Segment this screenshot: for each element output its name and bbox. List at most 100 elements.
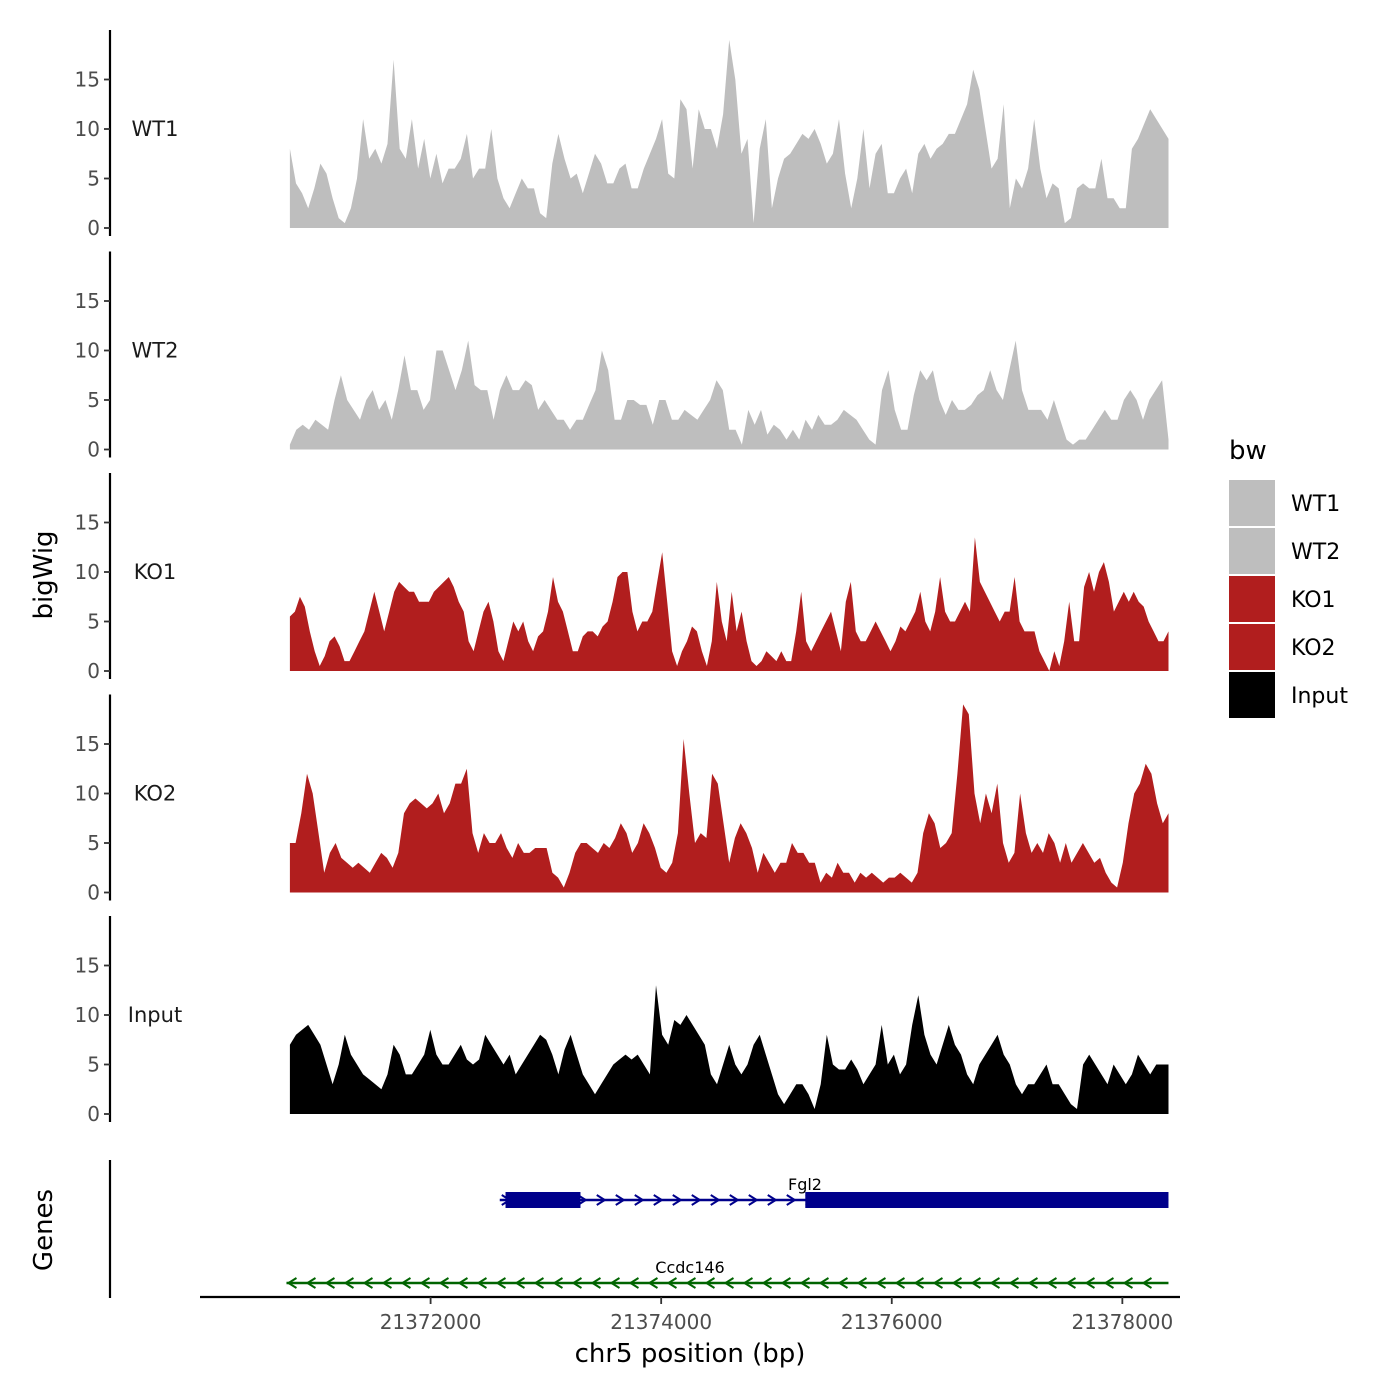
strand-arrow <box>685 1277 697 1289</box>
y-tick-label: 0 <box>87 216 100 240</box>
strand-arrow <box>894 1277 906 1289</box>
strand-arrow <box>381 1277 393 1289</box>
gene-exon <box>505 1192 581 1208</box>
coverage-area-wt2 <box>289 340 1169 450</box>
track-wt1: 0 5 10 15 WT1 <box>75 30 1169 240</box>
strand-arrow <box>1008 1277 1019 1289</box>
x-tick-label: 21378000 <box>1071 1310 1173 1334</box>
y-tick-label: 5 <box>87 610 100 634</box>
strand-arrow <box>818 1277 830 1289</box>
track-label: KO2 <box>134 782 177 806</box>
track-ko2: 0 5 10 15 KO2 <box>75 694 1169 905</box>
strand-arrow <box>704 1277 716 1289</box>
x-tick-label: 21374000 <box>610 1310 712 1334</box>
x-axis-title: chr5 position (bp) <box>575 1339 806 1369</box>
strand-arrow <box>514 1277 526 1289</box>
y-tick-label: 10 <box>75 560 100 584</box>
strand-arrow <box>457 1277 469 1289</box>
track-input: 0 5 10 15 Input <box>75 916 1169 1126</box>
x-axis: 21372000 21374000 21376000 21378000 <box>200 1295 1180 1334</box>
legend-swatch-input <box>1229 672 1275 718</box>
y-tick-label: 0 <box>87 438 100 462</box>
strand-arrow <box>552 1277 564 1289</box>
y-tick-label: 10 <box>75 117 100 141</box>
strand-arrow <box>932 1277 944 1289</box>
track-label: WT1 <box>132 117 179 141</box>
strand-arrow <box>495 1277 507 1289</box>
legend: bw WT1 WT2 KO1 KO2 Input <box>1229 436 1348 718</box>
strand-arrow <box>666 1277 678 1289</box>
track-label: WT2 <box>132 339 179 363</box>
coverage-area-ko2 <box>289 704 1169 893</box>
strand-arrow <box>786 1194 797 1206</box>
strand-arrow <box>1122 1277 1133 1289</box>
strand-arrow <box>723 1277 735 1289</box>
strand-arrow <box>780 1277 792 1289</box>
strand-arrow <box>596 1194 607 1206</box>
y-tick-label: 0 <box>87 659 100 683</box>
strand-arrow <box>1027 1277 1038 1289</box>
gene-fgl2: Fgl2 <box>499 1175 1169 1208</box>
track-label: Input <box>128 1003 182 1027</box>
strand-arrow <box>672 1194 683 1206</box>
coverage-area-ko1 <box>289 537 1169 671</box>
strand-arrow <box>476 1277 488 1289</box>
coverage-area-input <box>289 985 1169 1114</box>
strand-arrow <box>710 1194 721 1206</box>
strand-arrow <box>324 1277 336 1289</box>
legend-swatch-ko2 <box>1229 624 1275 670</box>
y-tick-label: 10 <box>75 1003 100 1027</box>
gene-exon <box>805 1192 1169 1208</box>
legend-label-wt2: WT2 <box>1291 540 1340 565</box>
y-tick-label: 10 <box>75 339 100 363</box>
strand-arrow <box>571 1277 583 1289</box>
legend-label-ko2: KO2 <box>1291 636 1336 661</box>
y-tick-label: 0 <box>87 1102 100 1126</box>
strand-arrow <box>856 1277 868 1289</box>
strand-arrow <box>628 1277 640 1289</box>
strand-arrow <box>951 1277 963 1289</box>
coverage-tracks: 0 5 10 15 WT1 0 5 10 15 WT2 0 5 10 15 KO1 0 5 10 15 KO2 0 5 10… <box>75 30 1169 1126</box>
strand-arrow <box>343 1277 355 1289</box>
y-tick-label: 15 <box>75 954 100 978</box>
legend-swatch-ko1 <box>1229 576 1275 622</box>
x-tick-label: 21376000 <box>841 1310 943 1334</box>
strand-arrow <box>533 1277 545 1289</box>
y-tick-label: 0 <box>87 881 100 905</box>
y-tick-label: 5 <box>87 388 100 412</box>
strand-arrow <box>362 1277 374 1289</box>
legend-label-input: Input <box>1291 684 1348 709</box>
gene-label: Ccdc146 <box>655 1258 724 1277</box>
legend-swatch-wt1 <box>1229 480 1275 526</box>
y-tick-label: 5 <box>87 831 100 855</box>
strand-arrow <box>989 1277 1001 1289</box>
y-tick-label: 15 <box>75 732 100 756</box>
strand-arrow <box>913 1277 925 1289</box>
legend-title: bw <box>1229 436 1267 466</box>
strand-arrow <box>748 1194 759 1206</box>
legend-swatch-wt2 <box>1229 528 1275 574</box>
strand-arrow <box>305 1277 317 1289</box>
genes-panel: Fgl2 Ccdc146 <box>108 1160 1169 1298</box>
strand-arrow <box>634 1194 645 1206</box>
track-label: KO1 <box>134 560 177 584</box>
strand-arrow <box>767 1194 778 1206</box>
strand-arrow <box>761 1277 773 1289</box>
gene-label: Fgl2 <box>788 1175 822 1194</box>
y-tick-label: 15 <box>75 289 100 313</box>
x-tick-label: 21372000 <box>380 1310 482 1334</box>
track-wt2: 0 5 10 15 WT2 <box>75 251 1169 462</box>
strand-arrow <box>729 1194 740 1206</box>
strand-arrow <box>691 1194 702 1206</box>
strand-arrow <box>653 1194 664 1206</box>
y-tick-label: 5 <box>87 167 100 191</box>
strand-arrow <box>837 1277 849 1289</box>
coverage-area-wt1 <box>289 39 1169 229</box>
strand-arrow <box>1046 1277 1057 1289</box>
strand-arrow <box>742 1277 754 1289</box>
strand-arrow <box>970 1277 982 1289</box>
y-tick-label: 10 <box>75 782 100 806</box>
strand-arrow <box>400 1277 412 1289</box>
strand-arrow <box>615 1194 626 1206</box>
